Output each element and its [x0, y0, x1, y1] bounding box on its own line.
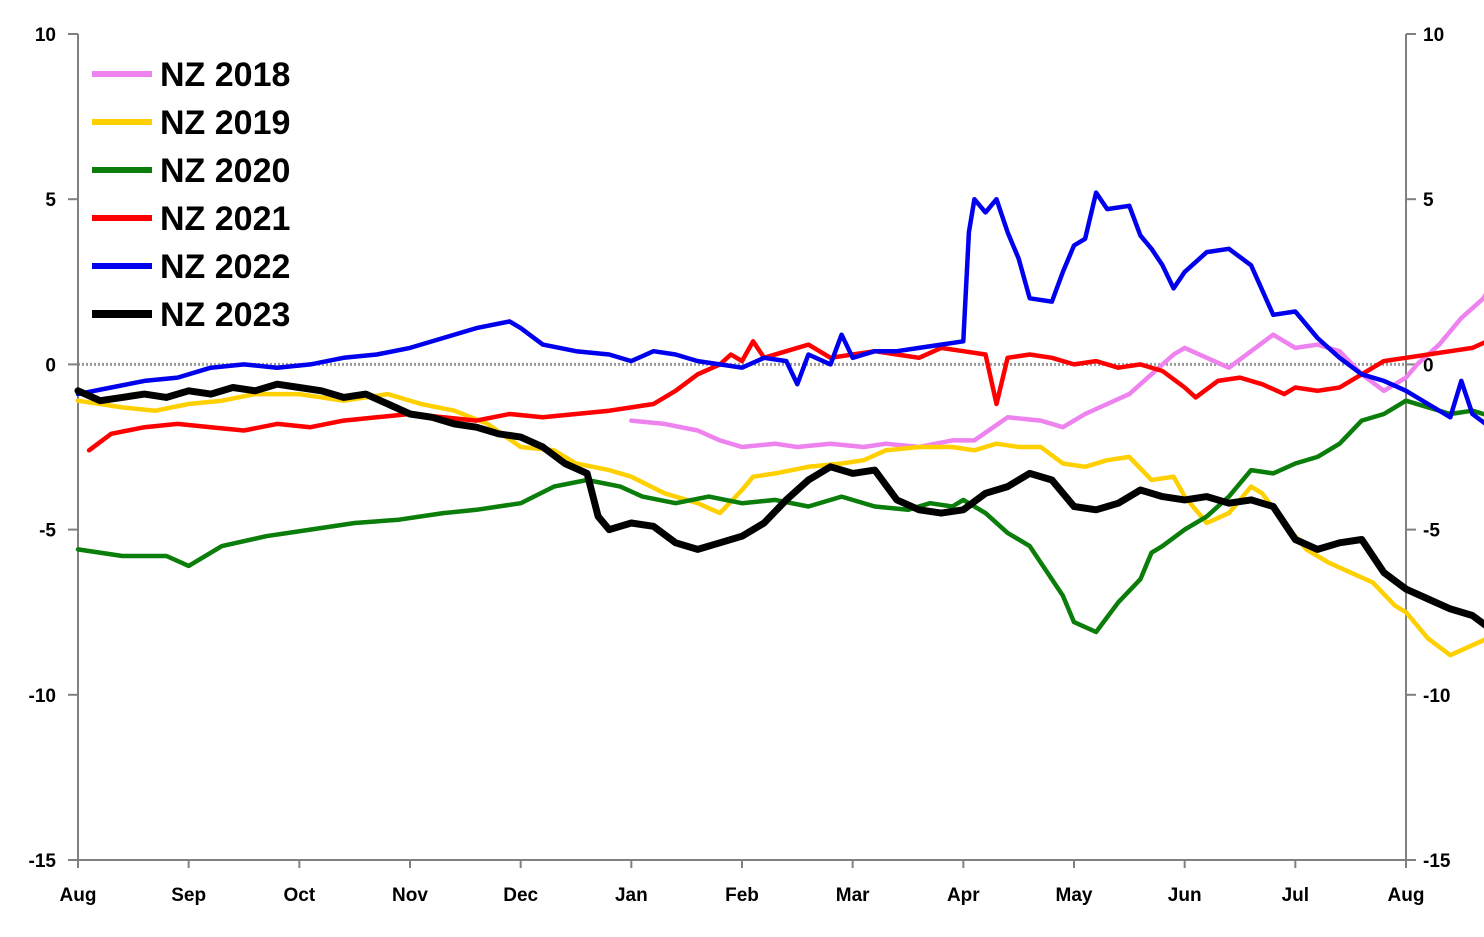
series-line-nz-2018 — [629, 292, 1484, 450]
y-tick-label-left: -5 — [39, 521, 56, 542]
series-line-nz-2023 — [74, 380, 1484, 629]
legend: NZ 2018 NZ 2019 NZ 2020 NZ 2021 NZ 2022 NZ 20… — [92, 56, 290, 334]
legend-label: NZ 2021 — [160, 200, 290, 238]
x-tick-label: Jun — [1168, 885, 1202, 906]
series-line-nz-2020 — [75, 398, 1484, 635]
y-tick-label-left: 5 — [45, 190, 56, 211]
y-tick-label-left: -15 — [29, 851, 57, 872]
x-tick-label: Aug — [1388, 885, 1425, 906]
x-tick-label: May — [1056, 885, 1093, 906]
y-tick-label-left: 0 — [45, 355, 56, 376]
x-tick-label: Nov — [392, 885, 428, 906]
y-tick-label-right: 5 — [1423, 190, 1434, 211]
x-tick-label: Mar — [836, 885, 870, 906]
x-tick-label: Feb — [725, 885, 759, 906]
legend-label: NZ 2019 — [160, 104, 290, 142]
x-tick-label: Jul — [1282, 885, 1309, 906]
y-tick-label-right: -5 — [1423, 521, 1440, 542]
x-tick-label: Jan — [615, 885, 648, 906]
y-tick-label-right: -15 — [1423, 851, 1451, 872]
y-tick-label-right: 0 — [1423, 355, 1434, 376]
x-tick-label: Apr — [947, 885, 980, 906]
x-tick-label: Aug — [60, 885, 97, 906]
x-tick-label: Sep — [171, 885, 206, 906]
legend-label: NZ 2018 — [160, 56, 290, 94]
series-line-nz-2022 — [75, 190, 1484, 426]
series-line-nz-2021 — [86, 339, 1484, 453]
x-tick-label: Dec — [503, 885, 538, 906]
y-tick-label-left: -10 — [29, 686, 56, 707]
legend-label: NZ 2023 — [160, 296, 290, 334]
legend-label: NZ 2020 — [160, 152, 290, 190]
tick-marks: -15 -15 -10 -10 -5 -5 0 0 5 5 10 10 Aug Sep Oct Nov Dec J… — [29, 25, 1451, 906]
legend-label: NZ 2022 — [160, 248, 290, 286]
series-line-nz-2019 — [75, 391, 1484, 658]
y-tick-label-left: 10 — [35, 25, 56, 46]
y-tick-label-right: -10 — [1423, 686, 1450, 707]
series-lines — [74, 190, 1484, 658]
y-tick-label-right: 10 — [1423, 25, 1444, 46]
x-tick-label: Oct — [283, 885, 315, 906]
